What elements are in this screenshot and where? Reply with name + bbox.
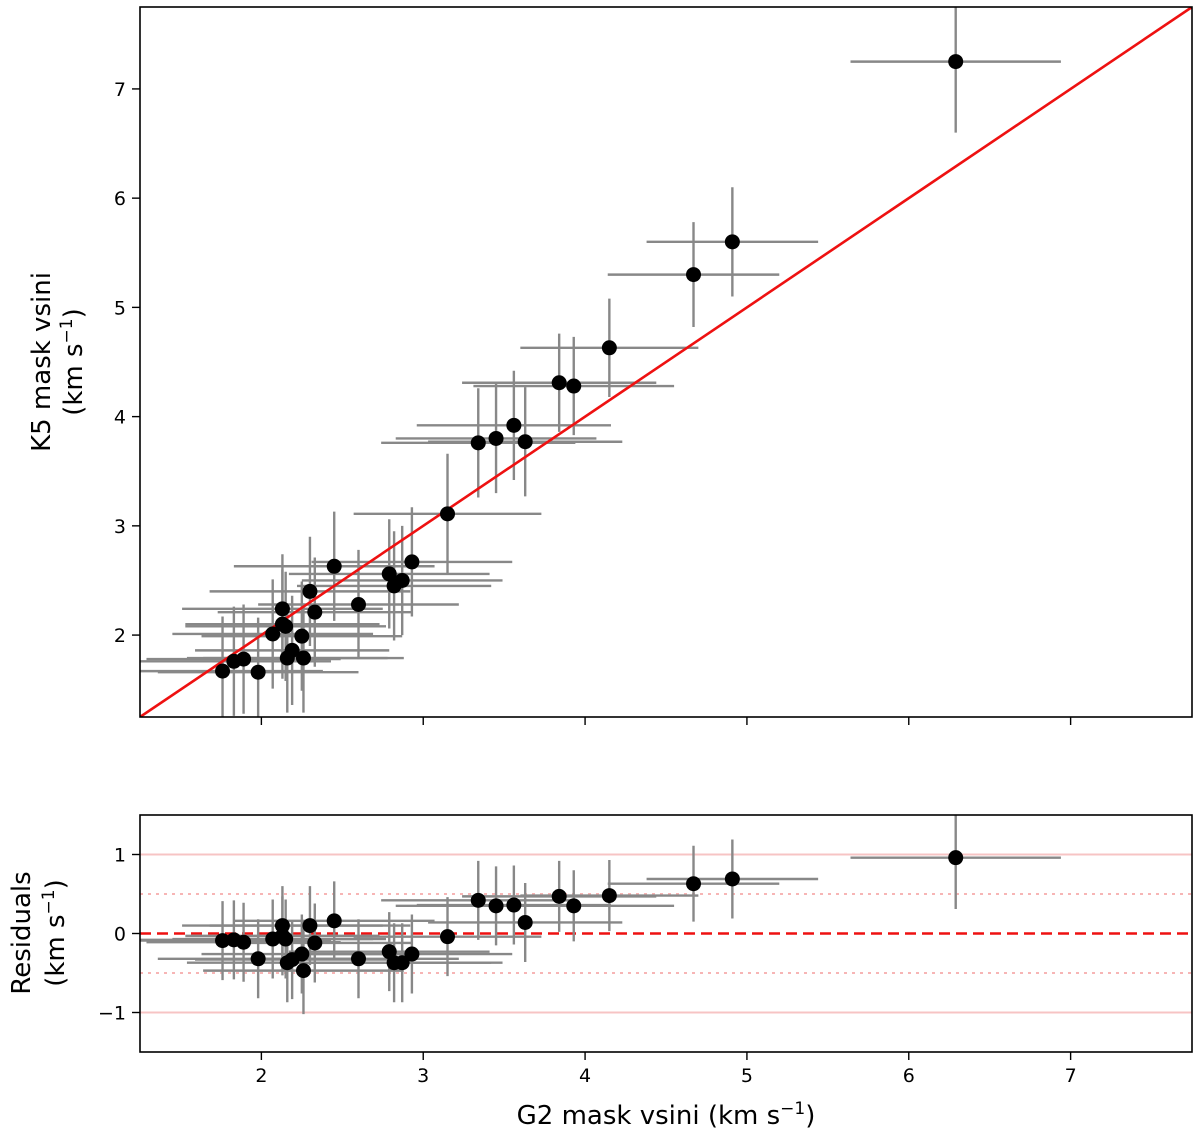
residual-data-point — [686, 876, 702, 892]
residuals-ylabel-line2: (km s−1) — [39, 879, 71, 987]
residual-data-point — [394, 955, 410, 971]
residual-data-point — [404, 946, 420, 962]
residual-data-point — [215, 933, 231, 949]
main-data-point — [215, 663, 231, 679]
residual-data-point — [517, 914, 533, 930]
main-data-point — [294, 628, 310, 644]
main-panel: 2 3 4 5 6 7 K5 mask vsini (km s−1) — [27, 6, 1193, 725]
residual-data-point — [307, 935, 323, 951]
x-tick-label: 2 — [255, 1065, 267, 1087]
main-data-point — [686, 267, 702, 283]
residual-data-point — [470, 892, 486, 908]
main-data-point — [404, 554, 420, 570]
residual-data-point — [350, 951, 366, 967]
main-data-point — [470, 435, 486, 451]
residual-data-point — [295, 963, 311, 979]
residual-data-point — [326, 913, 342, 929]
main-data-point — [551, 375, 567, 391]
main-axes-frame — [139, 6, 1193, 718]
main-ylabel-line1: K5 mask vsini — [27, 272, 57, 452]
residual-y-tick-label: −1 — [98, 1003, 126, 1025]
residual-data-point — [236, 934, 252, 950]
main-data-point — [506, 417, 522, 433]
main-data-point — [566, 378, 582, 394]
residuals-points — [215, 850, 964, 979]
residual-data-point — [278, 931, 294, 947]
residual-data-point — [294, 946, 310, 962]
x-tick-label: 6 — [903, 1065, 915, 1087]
main-ticks: 2 3 4 5 6 7 — [114, 79, 1072, 725]
residual-data-point — [506, 897, 522, 913]
residuals-errorbars — [140, 815, 1061, 1015]
residual-y-tick-label: 1 — [114, 845, 126, 867]
main-y-tick-label: 4 — [114, 407, 126, 429]
residual-data-point — [250, 951, 266, 967]
main-points — [215, 54, 964, 680]
main-data-point — [326, 558, 342, 574]
main-data-point — [440, 506, 456, 522]
main-data-point — [381, 566, 397, 582]
residual-data-point — [551, 888, 567, 904]
x-tick-label: 4 — [579, 1065, 591, 1087]
x-tick-label: 5 — [741, 1065, 753, 1087]
main-data-point — [724, 234, 740, 250]
main-data-point — [488, 430, 504, 446]
main-data-point — [278, 618, 294, 634]
residuals-panel: 2 3 4 5 6 7 −1 0 1 Residuals (km s−1) G2 mask vs… — [7, 814, 1193, 1131]
residual-data-point — [566, 898, 582, 914]
main-data-point — [302, 583, 318, 599]
main-data-point — [295, 650, 311, 666]
main-y-tick-label: 2 — [114, 625, 126, 647]
residual-data-point — [274, 918, 290, 934]
main-y-tick-label: 7 — [114, 79, 126, 101]
main-reference-line — [140, 7, 1192, 717]
main-data-point — [265, 626, 281, 642]
residual-y-tick-label: 0 — [114, 924, 126, 946]
main-errorbars — [140, 7, 1061, 717]
x-tick-label: 7 — [1065, 1065, 1077, 1087]
residual-data-point — [724, 871, 740, 887]
main-data-point — [236, 651, 252, 667]
main-data-point — [307, 604, 323, 620]
residuals-ticks: 2 3 4 5 6 7 −1 0 1 — [98, 845, 1077, 1088]
residual-data-point — [302, 918, 318, 934]
main-y-tick-label: 3 — [114, 516, 126, 538]
residual-data-point — [440, 929, 456, 945]
main-data-point — [350, 596, 366, 612]
x-axis-label: G2 mask vsini (km s−1) — [517, 1099, 816, 1131]
main-data-point — [250, 664, 266, 680]
main-data-point — [274, 601, 290, 617]
residual-data-point — [488, 898, 504, 914]
identity-line — [140, 7, 1192, 717]
residual-data-point — [601, 888, 617, 904]
main-data-point — [517, 434, 533, 450]
main-y-tick-label: 6 — [114, 188, 126, 210]
main-data-point — [948, 54, 964, 70]
x-tick-label: 3 — [417, 1065, 429, 1087]
main-data-point — [394, 572, 410, 588]
main-data-point — [284, 642, 300, 658]
main-y-tick-label: 5 — [114, 297, 126, 319]
main-ylabel-line2: (km s−1) — [57, 308, 89, 416]
residual-data-point — [948, 850, 964, 866]
residuals-ylabel-line1: Residuals — [7, 871, 37, 994]
main-data-point — [601, 340, 617, 356]
